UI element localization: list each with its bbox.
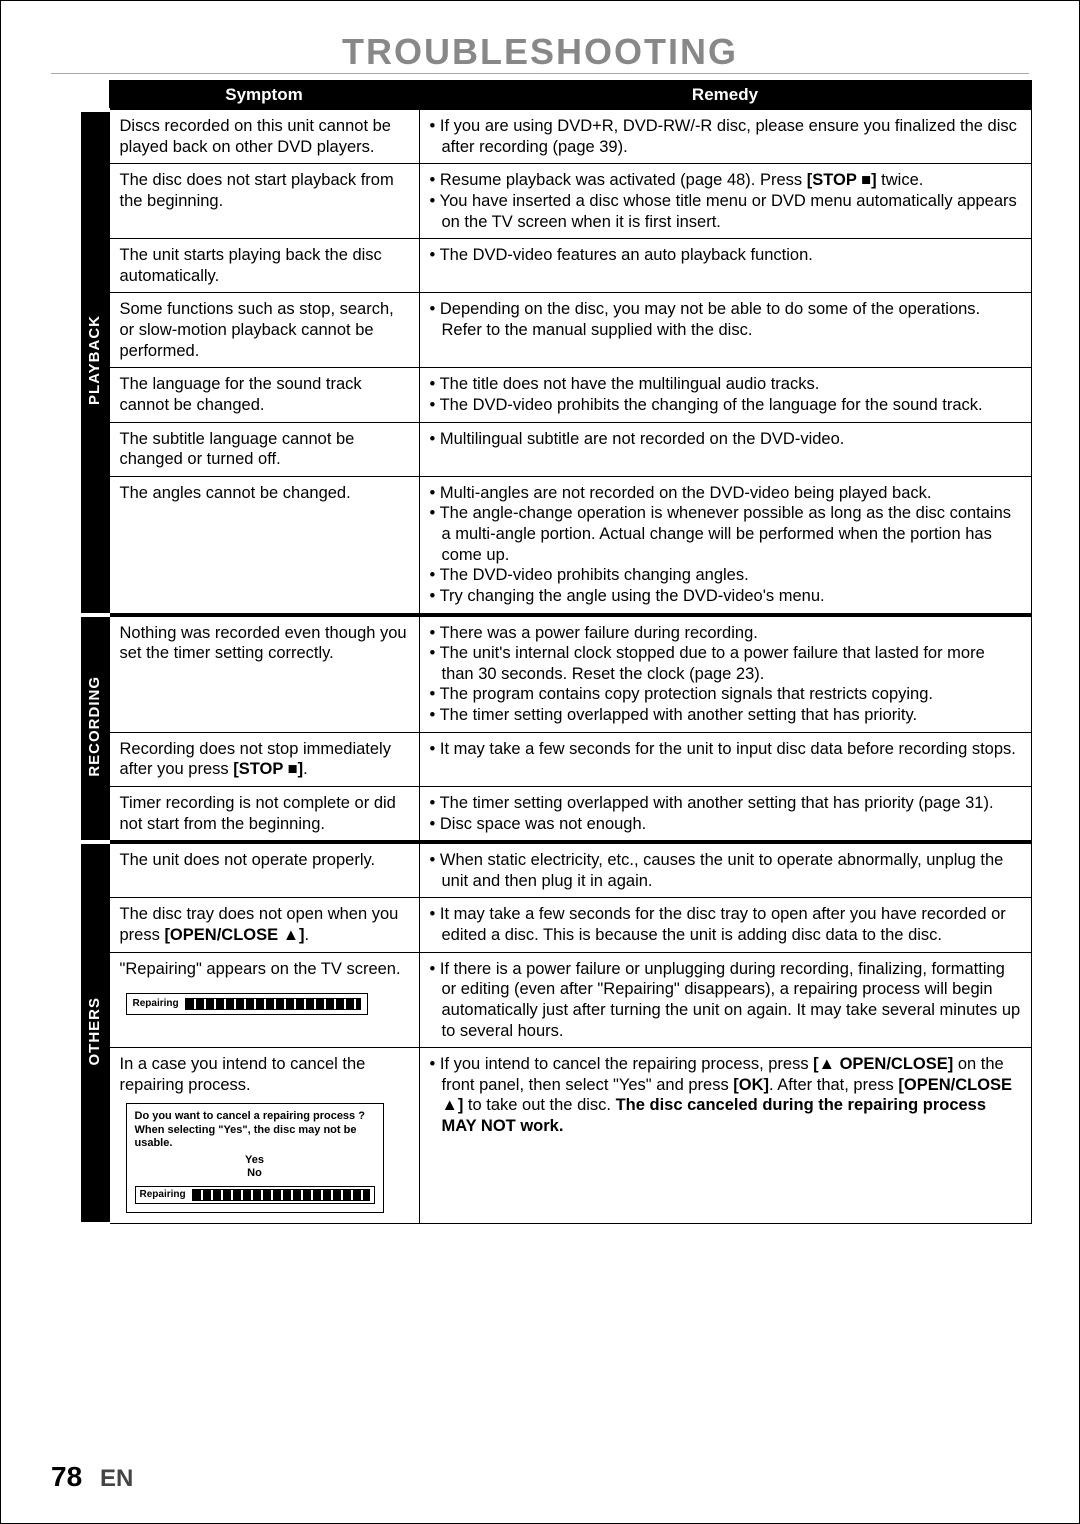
title-bar: TROUBLESHOOTING: [51, 31, 1029, 74]
remedy: If you intend to cancel the repairing pr…: [419, 1048, 1031, 1224]
table-row: RECORDING Nothing was recorded even thou…: [81, 615, 1031, 733]
table-row: The disc does not start playback from th…: [81, 164, 1031, 239]
dialog-yes: Yes: [135, 1154, 375, 1167]
symptom: Recording does not stop immediately afte…: [109, 732, 419, 786]
col-symptom: Symptom: [109, 81, 419, 110]
remedy: The DVD-video features an auto playback …: [419, 239, 1031, 293]
table-row: The language for the sound track cannot …: [81, 368, 1031, 422]
symptom: The angles cannot be changed.: [109, 476, 419, 614]
progress-bar-icon: [192, 1189, 370, 1201]
remedy: Multilingual subtitle are not recorded o…: [419, 422, 1031, 476]
progress-bar-icon: [185, 998, 361, 1010]
dialog-no: No: [135, 1167, 375, 1180]
remedy: There was a power failure during recordi…: [419, 615, 1031, 733]
remedy: It may take a few seconds for the unit t…: [419, 732, 1031, 786]
symptom: "Repairing" appears on the TV screen. Re…: [109, 952, 419, 1048]
table-row: The subtitle language cannot be changed …: [81, 422, 1031, 476]
table-row: PLAYBACK Discs recorded on this unit can…: [81, 110, 1031, 164]
table-row: "Repairing" appears on the TV screen. Re…: [81, 952, 1031, 1048]
symptom: The subtitle language cannot be changed …: [109, 422, 419, 476]
symptom: The language for the sound track cannot …: [109, 368, 419, 422]
header-row: Symptom Remedy: [81, 81, 1031, 110]
troubleshooting-table: Symptom Remedy PLAYBACK Discs recorded o…: [81, 80, 1032, 1226]
page-footer: 78 EN: [51, 1461, 133, 1493]
table-row: Timer recording is not complete or did n…: [81, 786, 1031, 842]
table-row: In a case you intend to cancel the repai…: [81, 1048, 1031, 1224]
remedy: If there is a power failure or unpluggin…: [419, 952, 1031, 1048]
symptom: In a case you intend to cancel the repai…: [109, 1048, 419, 1224]
table-row: The angles cannot be changed. Multi-angl…: [81, 476, 1031, 614]
remedy: It may take a few seconds for the disc t…: [419, 898, 1031, 952]
page-number: 78: [51, 1461, 82, 1492]
table-row: Recording does not stop immediately afte…: [81, 732, 1031, 786]
page-lang: EN: [100, 1465, 133, 1492]
symptom: Discs recorded on this unit cannot be pl…: [109, 110, 419, 164]
category-others: OTHERS: [81, 842, 109, 1224]
symptom: The disc does not start playback from th…: [109, 164, 419, 239]
symptom: The disc tray does not open when you pre…: [109, 898, 419, 952]
table-row: OTHERS The unit does not operate properl…: [81, 842, 1031, 898]
category-playback: PLAYBACK: [81, 110, 109, 615]
category-recording: RECORDING: [81, 615, 109, 843]
symptom: The unit does not operate properly.: [109, 842, 419, 898]
remedy: When static electricity, etc., causes th…: [419, 842, 1031, 898]
manual-page: TROUBLESHOOTING Symptom Remedy PLAYBACK …: [0, 0, 1080, 1524]
remedy: Depending on the disc, you may not be ab…: [419, 293, 1031, 368]
remedy-html: If you intend to cancel the repairing pr…: [430, 1054, 1021, 1137]
symptom: The unit starts playing back the disc au…: [109, 239, 419, 293]
cancel-repair-dialog: Do you want to cancel a repairing proces…: [126, 1103, 384, 1213]
remedy: The timer setting overlapped with anothe…: [419, 786, 1031, 842]
symptom: Nothing was recorded even though you set…: [109, 615, 419, 733]
table-row: The disc tray does not open when you pre…: [81, 898, 1031, 952]
symptom: Some functions such as stop, search, or …: [109, 293, 419, 368]
remedy: Resume playback was activated (page 48).…: [419, 164, 1031, 239]
table-row: The unit starts playing back the disc au…: [81, 239, 1031, 293]
remedy: If you are using DVD+R, DVD-RW/-R disc, …: [419, 110, 1031, 164]
remedy: The title does not have the multilingual…: [419, 368, 1031, 422]
remedy: Multi-angles are not recorded on the DVD…: [419, 476, 1031, 614]
col-remedy: Remedy: [419, 81, 1031, 110]
page-title: TROUBLESHOOTING: [51, 31, 1029, 73]
repairing-status-box: Repairing: [126, 993, 368, 1015]
symptom: Timer recording is not complete or did n…: [109, 786, 419, 842]
table-row: Some functions such as stop, search, or …: [81, 293, 1031, 368]
